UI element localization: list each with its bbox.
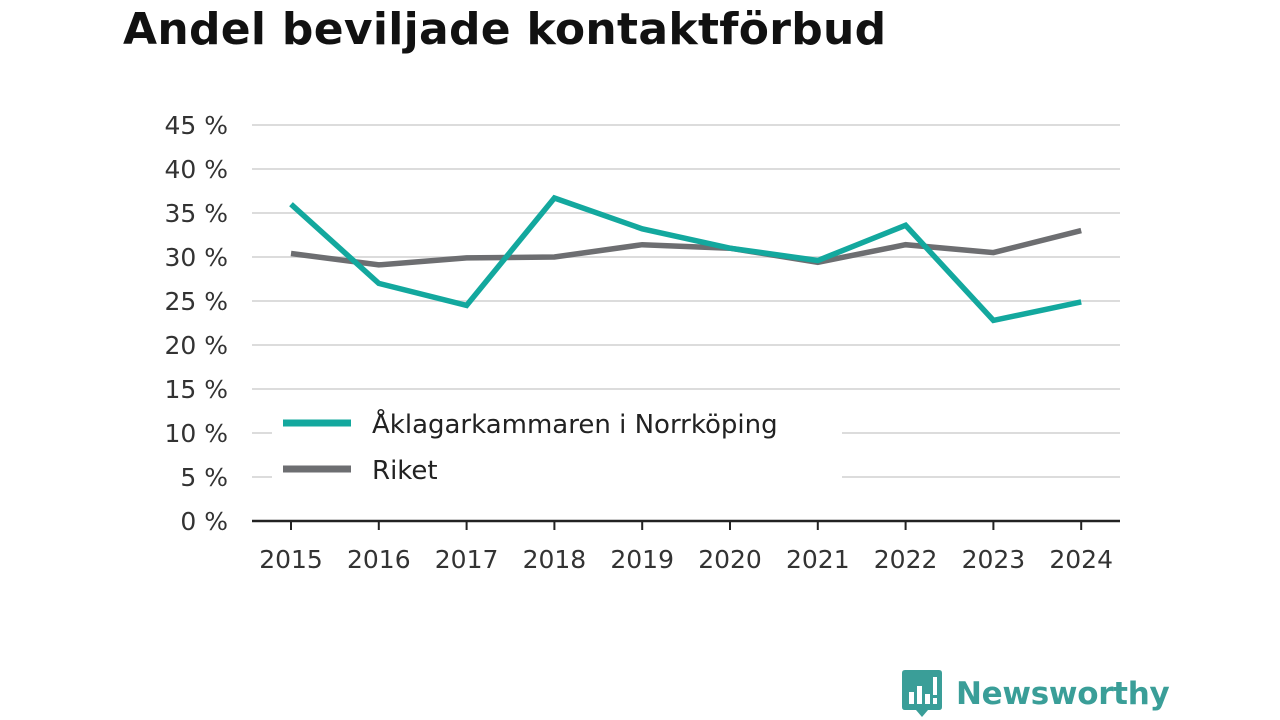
y-tick-label: 0 %	[180, 507, 228, 536]
y-tick-label: 30 %	[164, 243, 228, 272]
y-tick-label: 45 %	[164, 111, 228, 140]
legend-label-riket: Riket	[372, 456, 438, 486]
x-tick-label: 2017	[435, 545, 499, 574]
x-tick-label: 2016	[347, 545, 411, 574]
y-tick-label: 25 %	[164, 287, 228, 316]
x-axis-ticks: 2015 2016 2017 2018 2019 2020 2021 2022 2023 2024	[259, 521, 1113, 574]
x-tick-label: 2020	[698, 545, 762, 574]
series-line-norrkoping	[289, 194, 1082, 324]
y-tick-label: 40 %	[164, 155, 228, 184]
x-tick-label: 2022	[874, 545, 938, 574]
x-tick-label: 2018	[523, 545, 587, 574]
x-tick-label: 2015	[259, 545, 323, 574]
x-tick-label: 2021	[786, 545, 850, 574]
brand-logo: Newsworthy	[902, 670, 1170, 718]
y-axis-tick-labels: 0 % 5 % 10 % 15 % 20 % 25 % 30 % 35 % 40 % 45 %	[164, 111, 228, 536]
legend-label-norrkoping: Åklagarkammaren i Norrköping	[372, 408, 778, 440]
legend-background	[272, 398, 842, 498]
y-tick-label: 15 %	[164, 375, 228, 404]
y-tick-label: 5 %	[180, 463, 228, 492]
x-tick-label: 2019	[610, 545, 674, 574]
series-lines	[289, 194, 1082, 324]
y-tick-label: 20 %	[164, 331, 228, 360]
bar-chart-speech-bubble-icon	[902, 670, 942, 717]
x-tick-label: 2024	[1049, 545, 1113, 574]
x-tick-label: 2023	[962, 545, 1026, 574]
legend: Åklagarkammaren i Norrköping Riket	[272, 398, 842, 498]
chart-title: Andel beviljade kontaktförbud	[123, 4, 887, 55]
y-tick-label: 10 %	[164, 419, 228, 448]
y-tick-label: 35 %	[164, 199, 228, 228]
brand-name: Newsworthy	[956, 676, 1170, 712]
series-line-riket	[290, 227, 1082, 268]
